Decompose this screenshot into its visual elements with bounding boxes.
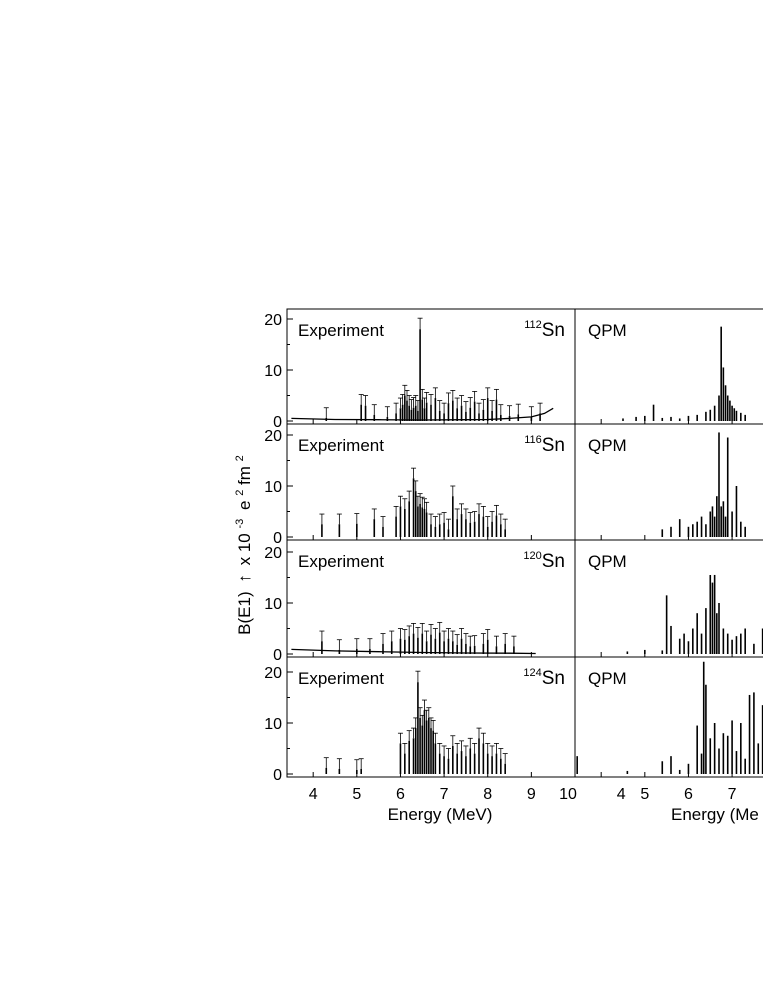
left-x-tick-label: 9	[527, 786, 536, 803]
nucleus-mass-number: 116	[524, 434, 542, 446]
bar-series-112-qpm	[622, 326, 746, 421]
y-tick-label-120-experiment: 10	[264, 596, 282, 613]
nucleus-label-116: 116Sn	[524, 434, 565, 456]
nucleus-mass-number: 124	[523, 667, 541, 679]
bar-series-116-experiment	[319, 467, 508, 537]
right-x-tick-label: 6	[684, 786, 693, 803]
y-tick-label-116-experiment: 0	[273, 530, 282, 547]
y-tick-label-120-experiment: 20	[264, 545, 282, 562]
bar-series-124-experiment	[323, 670, 508, 774]
nucleus-element-symbol: Sn	[542, 435, 565, 456]
y-tick-label-116-experiment: 20	[264, 428, 282, 445]
nucleus-mass-number: 112	[524, 319, 542, 331]
panel-label-116-experiment: Experiment	[298, 436, 384, 455]
nucleus-label-124: 124Sn	[523, 667, 565, 689]
y-axis-label-unit-fm: fm	[235, 466, 254, 485]
nucleus-label-112: 112Sn	[524, 319, 565, 341]
panel-label-116-qpm: QPM	[588, 436, 627, 455]
y-tick-label-112-experiment: 0	[273, 414, 282, 431]
panel-label-120-qpm: QPM	[588, 552, 627, 571]
nucleus-element-symbol: Sn	[542, 551, 565, 572]
panel-label-112-qpm: QPM	[588, 321, 627, 340]
bar-series-116-qpm	[661, 432, 746, 537]
y-axis-label-exponent: -3	[234, 519, 246, 529]
bar-series-112-experiment	[323, 317, 543, 421]
bar-series-124-qpm	[576, 661, 763, 774]
left-x-tick-label: 5	[352, 786, 361, 803]
left-x-tick-label: 8	[483, 786, 492, 803]
panel-label-120-experiment: Experiment	[298, 552, 384, 571]
sensitivity-limit-curve-120-experiment	[291, 648, 536, 655]
panel-frame-124-qpm	[574, 656, 763, 778]
y-tick-label-120-experiment: 0	[273, 647, 282, 664]
nucleus-mass-number: 120	[523, 550, 541, 562]
panel-frames	[286, 308, 763, 778]
nucleus-label-120: 120Sn	[523, 550, 565, 572]
svg-text:B(E1) ↑ x 10: B(E1) ↑ x 10 -3 e 2 fm 2	[228, 455, 254, 635]
nucleus-element-symbol: Sn	[542, 668, 565, 689]
bar-series-120-experiment	[319, 621, 517, 654]
panel-label-124-experiment: Experiment	[298, 669, 384, 688]
y-tick-label-124-experiment: 20	[264, 665, 282, 682]
panel-label-124-qpm: QPM	[588, 669, 627, 688]
y-tick-label-112-experiment: 10	[264, 363, 282, 380]
right-x-tick-label: 4	[617, 786, 626, 803]
y-tick-label-112-experiment: 20	[264, 312, 282, 329]
sensitivity-limit-curve-112-experiment	[291, 407, 554, 421]
y-axis-label-quantity: B(E1)	[235, 591, 254, 634]
right-x-tick-label: 5	[640, 786, 649, 803]
nucleus-element-symbol: Sn	[542, 320, 565, 341]
y-tick-label-124-experiment: 10	[264, 716, 282, 733]
y-axis-label-arrow: ↑	[235, 574, 254, 583]
y-tick-label-116-experiment: 10	[264, 479, 282, 496]
y-axis-label-multiplier: x 10	[235, 533, 254, 565]
chart-marks	[291, 317, 763, 774]
left-x-tick-label: 4	[309, 786, 318, 803]
y-axis-label: B(E1) ↑ x 10 -3 e 2 fm 2	[228, 455, 254, 635]
y-axis-label-unit-e-exp: 2	[234, 490, 246, 496]
right-x-axis-label: Energy (Me	[671, 805, 759, 824]
left-x-tick-label: 6	[396, 786, 405, 803]
bar-series-120-qpm	[626, 574, 763, 654]
y-axis-label-unit-e: e	[235, 501, 254, 510]
left-x-tick-label: 10	[559, 786, 577, 803]
left-x-tick-label: 7	[440, 786, 449, 803]
right-x-tick-label: 7	[728, 786, 737, 803]
y-axis-label-unit-fm-exp: 2	[234, 455, 246, 461]
left-x-axis-label: Energy (MeV)	[388, 805, 493, 824]
y-tick-label-124-experiment: 0	[273, 767, 282, 784]
panel-label-112-experiment: Experiment	[298, 321, 384, 340]
